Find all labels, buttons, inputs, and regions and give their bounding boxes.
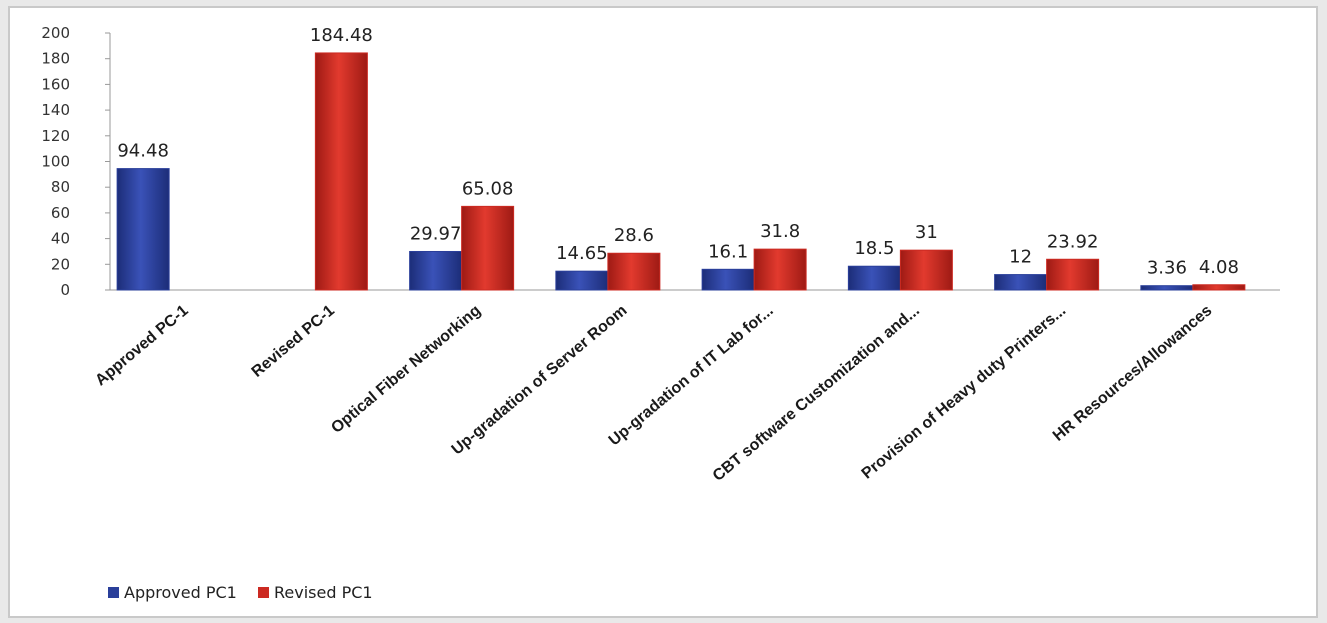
data-label: 4.08 [1199, 257, 1239, 278]
data-label: 31.8 [760, 221, 800, 242]
legend-swatch [258, 587, 269, 598]
category-label: HR Resources/Allowances [1050, 302, 1216, 445]
data-label: 29.97 [410, 223, 462, 244]
data-label: 28.6 [614, 225, 654, 246]
category-label: Up-gradation of IT Lab for... [606, 302, 777, 449]
bar-revised-4 [753, 248, 807, 291]
data-label: 18.5 [854, 238, 894, 259]
bar-chart: 0 20 40 60 80 100 120 140 160 180 200 94.48 184.48 2… [41, 24, 1280, 602]
category-label: Optical Fiber Networking [328, 302, 484, 437]
bar-approved-5 [847, 265, 901, 291]
y-tick-label: 100 [41, 153, 70, 171]
category-label: Approved PC-1 [92, 302, 192, 389]
data-label: 14.65 [556, 243, 608, 264]
bar-approved-4 [701, 268, 755, 291]
data-label: 16.1 [708, 241, 748, 262]
legend-entry: Approved PC1 [124, 583, 237, 602]
data-label: 65.08 [462, 178, 514, 199]
data-label: 3.36 [1147, 258, 1187, 279]
category-label: Revised PC-1 [249, 302, 338, 381]
category-label: Up-gradation of Server Room [449, 302, 631, 458]
axes: 0 20 40 60 80 100 120 140 160 180 200 [41, 24, 1280, 299]
bars [116, 52, 1246, 291]
bar-revised-1 [314, 52, 368, 291]
y-tick-label: 180 [41, 50, 70, 68]
bar-approved-3 [555, 270, 609, 291]
y-tick-label: 20 [51, 255, 70, 273]
y-tick-label: 120 [41, 127, 70, 145]
data-label: 184.48 [310, 25, 373, 46]
y-tick-label: 160 [41, 75, 70, 93]
data-label: 23.92 [1047, 231, 1099, 252]
data-label: 12 [1009, 247, 1032, 268]
bar-revised-2 [461, 205, 515, 291]
chart-frame: 0 20 40 60 80 100 120 140 160 180 200 94.48 184.48 2… [8, 6, 1318, 618]
legend-swatch [108, 587, 119, 598]
bar-revised-7 [1192, 284, 1246, 291]
legend: Approved PC1 Revised PC1 [108, 583, 373, 602]
bar-approved-7 [1140, 285, 1194, 291]
bar-approved-2 [409, 250, 463, 291]
y-tick-label: 0 [60, 281, 70, 299]
bar-revised-3 [607, 252, 661, 291]
legend-entry: Revised PC1 [274, 583, 373, 602]
y-tick-label: 60 [51, 204, 70, 222]
y-tick-label: 80 [51, 178, 70, 196]
bar-revised-5 [899, 249, 953, 291]
y-tick-label: 140 [41, 101, 70, 119]
data-labels: 94.48 184.48 29.97 65.08 14.65 28.6 16.1 31.8 18… [117, 25, 1239, 279]
data-label: 31 [915, 222, 938, 243]
y-tick-label: 200 [41, 24, 70, 42]
y-tick-label: 40 [51, 230, 70, 248]
data-label: 94.48 [117, 141, 169, 162]
bar-approved-6 [994, 274, 1048, 291]
bar-approved-0 [116, 168, 170, 291]
bar-revised-6 [1046, 258, 1100, 291]
